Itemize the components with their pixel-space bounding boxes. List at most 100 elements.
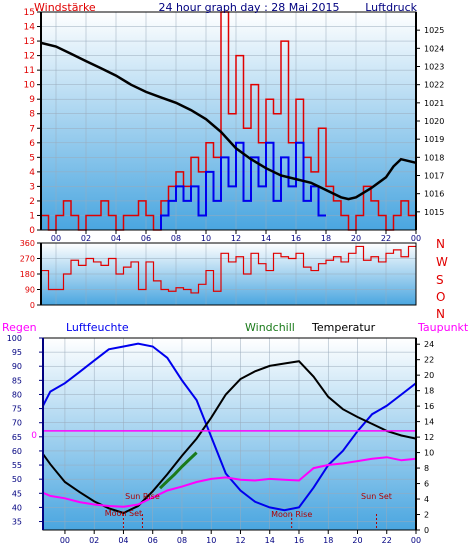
temperature-tick-label-12: 12: [424, 433, 434, 442]
humidity-tick-label-65: 65: [12, 433, 22, 442]
direction-tick-label-180: 180: [20, 270, 35, 279]
temperature-tick-label-24: 24: [424, 340, 434, 349]
wind-tick-label-1: 1: [29, 211, 35, 221]
wind-direction-line: [41, 245, 416, 294]
temperature-tick-label-2: 2: [424, 511, 429, 520]
humidity-tick-label-100: 100: [7, 334, 22, 343]
legend-dewpoint: Taupunkt: [417, 321, 469, 334]
humidity-tick-label-60: 60: [12, 447, 22, 456]
time-tick-label-06: 06: [141, 234, 151, 243]
time-tick-label-12: 12: [231, 234, 241, 243]
direction-tick-label-0: 0: [30, 301, 35, 310]
temperatur-line: [42, 360, 417, 515]
temperature-tick-label-20: 20: [424, 371, 434, 380]
sun-moon-annotations: Moon Set Sun Rise Moon Rise Sun Set: [105, 492, 392, 530]
compass-label-n: N: [436, 307, 445, 321]
legend-temperature: Temperatur: [311, 321, 376, 334]
pressure-tick-label-1022: 1022: [424, 81, 444, 90]
pressure-series: [40, 41, 417, 201]
pressure-tick-label-1021: 1021: [424, 99, 444, 108]
time-tick-label-04: 04: [111, 234, 121, 243]
wind-tick-label-13: 13: [24, 37, 35, 47]
pressure-axis-title: Luftdruck: [365, 1, 417, 14]
time-tick-label-00: 00: [411, 536, 421, 545]
temperature-tick-label-0: 0: [424, 526, 429, 535]
time-tick-label-08: 08: [177, 536, 187, 545]
rain-value-label: 0: [31, 431, 37, 441]
temperature-tick-label-8: 8: [424, 464, 429, 473]
wind-tick-label-8: 8: [29, 110, 35, 120]
legend-windchill: Windchill: [245, 321, 295, 334]
wind-tick-label-9: 9: [29, 95, 35, 105]
sun-set-label: Sun Set: [361, 492, 392, 501]
compass-label-s: S: [436, 273, 444, 287]
time-tick-label-16: 16: [294, 536, 304, 545]
direction-tick-label-270: 270: [20, 255, 35, 264]
sun-rise-label: Sun Rise: [125, 492, 160, 501]
wind-tick-label-7: 7: [29, 124, 35, 134]
windchill-line: [158, 451, 198, 490]
pressure-tick-label-1025: 1025: [424, 26, 444, 35]
wind-axis-title: Windstärke: [34, 1, 96, 14]
pressure-tick-label-1018: 1018: [424, 153, 444, 162]
time-tick-label-06: 06: [148, 536, 158, 545]
humidity-temperature-plot-area: [43, 338, 416, 530]
compass-label-w: W: [436, 255, 448, 269]
wind-tick-label-14: 14: [24, 23, 36, 33]
direction-tick-label-90: 90: [25, 286, 35, 295]
humidity-temperature-series: [42, 342, 417, 515]
wind-tick-label-3: 3: [29, 182, 35, 192]
wind-tick-label-11: 11: [24, 66, 35, 76]
humidity-tick-label-35: 35: [12, 518, 22, 527]
time-tick-label-02: 02: [89, 536, 99, 545]
pressure-tick-label-1019: 1019: [424, 135, 444, 144]
temperature-tick-label-6: 6: [424, 480, 429, 489]
time-tick-label-16: 16: [291, 234, 301, 243]
temperature-tick-label-10: 10: [424, 449, 434, 458]
wind-tick-label-0: 0: [29, 226, 35, 236]
wind-tick-label-2: 2: [29, 197, 35, 207]
humidity-tick-label-40: 40: [12, 503, 22, 512]
time-tick-label-12: 12: [235, 536, 245, 545]
wind-pressure-axes: 0123456789101112131415101510161017101810…: [24, 8, 445, 243]
time-tick-label-00: 00: [411, 234, 421, 243]
time-tick-label-18: 18: [321, 234, 331, 243]
time-tick-label-02: 02: [81, 234, 91, 243]
moon-rise-label: Moon Rise: [271, 510, 312, 519]
temperature-tick-label-16: 16: [424, 402, 434, 411]
wind-tick-label-15: 15: [24, 8, 35, 18]
time-tick-label-18: 18: [323, 536, 333, 545]
time-tick-label-04: 04: [118, 536, 128, 545]
compass-label-n: N: [436, 237, 445, 251]
humidity-tick-label-95: 95: [12, 348, 22, 357]
gust-series: [160, 141, 326, 230]
gust-line: [160, 141, 326, 230]
time-tick-label-10: 10: [201, 234, 211, 243]
wind-tick-label-6: 6: [29, 139, 35, 149]
time-tick-label-14: 14: [261, 234, 271, 243]
humidity-tick-label-90: 90: [12, 362, 22, 371]
humidity-tick-label-75: 75: [12, 405, 22, 414]
taupunkt-line: [42, 456, 417, 508]
humidity-tick-label-45: 45: [12, 489, 22, 498]
time-tick-label-20: 20: [352, 536, 362, 545]
temperature-tick-label-4: 4: [424, 495, 429, 504]
time-tick-label-22: 22: [382, 536, 392, 545]
humidity-tick-label-85: 85: [12, 376, 22, 385]
legend-rain: Regen: [2, 321, 37, 334]
time-tick-label-20: 20: [351, 234, 361, 243]
time-tick-label-10: 10: [206, 536, 216, 545]
temperature-tick-label-18: 18: [424, 387, 434, 396]
wind-tick-label-10: 10: [24, 81, 36, 91]
humidity-tick-label-50: 50: [12, 475, 22, 484]
chart-title: 24 hour graph day : 28 Mai 2015: [158, 1, 339, 14]
direction-tick-label-360: 360: [20, 239, 35, 248]
humidity-tick-label-80: 80: [12, 390, 22, 399]
wind-tick-label-5: 5: [29, 153, 35, 163]
pressure-tick-label-1020: 1020: [424, 117, 444, 126]
pressure-tick-label-1024: 1024: [424, 44, 444, 53]
time-tick-label-08: 08: [171, 234, 181, 243]
